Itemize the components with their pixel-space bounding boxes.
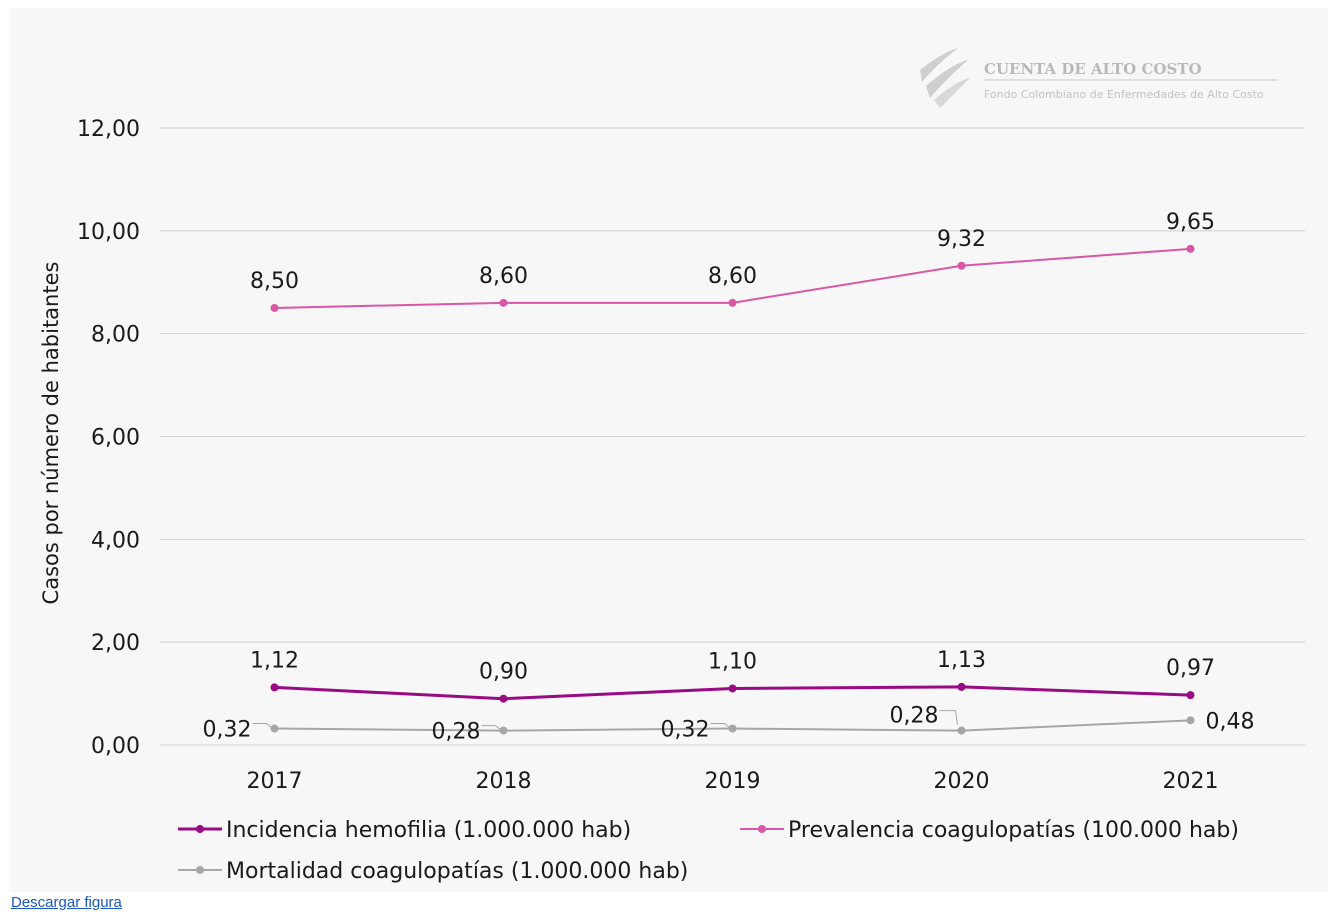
- legend-swatch-marker: [196, 825, 204, 833]
- data-label: 8,60: [479, 264, 528, 289]
- logo-swoosh-icon: [920, 48, 970, 108]
- y-tick-label: 4,00: [91, 528, 140, 553]
- data-point: [270, 303, 279, 312]
- label-leader-line: [939, 710, 958, 725]
- data-point: [957, 682, 966, 691]
- data-label: 0,90: [479, 660, 528, 685]
- y-axis-ticks: 0,00 2,00 4,00 6,00 8,00 10,00 12,00: [77, 117, 140, 759]
- gridlines: [160, 127, 1305, 746]
- data-point: [1186, 716, 1195, 725]
- logo-title: CUENTA DE ALTO COSTO: [984, 60, 1202, 78]
- y-tick-label: 10,00: [77, 220, 140, 245]
- logo-subtitle: Fondo Colombiano de Enfermedades de Alto…: [984, 88, 1264, 101]
- data-label: 8,50: [250, 269, 299, 294]
- data-label: 1,12: [250, 648, 299, 673]
- line-chart: CUENTA DE ALTO COSTO Fondo Colombiano de…: [39, 48, 1305, 884]
- x-tick-label: 2018: [476, 769, 532, 794]
- series-1: 1,12 0,90 1,10 1,13 0,97: [250, 648, 1215, 703]
- legend-item: Prevalencia coagulopatías (100.000 hab): [740, 818, 1239, 843]
- data-point: [270, 683, 279, 692]
- series-3: 0,32 0,28 0,32 0,28 0,48: [203, 704, 1255, 745]
- legend-swatch-marker: [196, 866, 204, 874]
- data-point: [1186, 244, 1195, 253]
- data-label: 9,65: [1166, 210, 1215, 235]
- label-leader-line: [481, 725, 501, 730]
- data-label: 8,60: [708, 264, 757, 289]
- data-point: [728, 298, 737, 307]
- legend-label: Incidencia hemofilia (1.000.000 hab): [226, 818, 631, 843]
- data-point: [499, 726, 508, 735]
- data-label: 0,48: [1206, 709, 1255, 734]
- data-label: 1,10: [708, 649, 757, 674]
- data-point: [1186, 691, 1195, 700]
- data-label: 9,32: [937, 227, 986, 252]
- x-tick-label: 2019: [705, 769, 761, 794]
- legend-label: Mortalidad coagulopatías (1.000.000 hab): [226, 859, 688, 884]
- data-label: 0,97: [1166, 656, 1215, 681]
- y-tick-label: 0,00: [91, 734, 140, 759]
- x-tick-label: 2020: [934, 769, 990, 794]
- y-tick-label: 12,00: [77, 117, 140, 142]
- data-label: 0,32: [661, 718, 710, 743]
- data-point: [957, 726, 966, 735]
- data-label: 0,32: [203, 718, 252, 743]
- legend-item: Incidencia hemofilia (1.000.000 hab): [178, 818, 631, 843]
- legend: Incidencia hemofilia (1.000.000 hab) Prev…: [178, 818, 1239, 884]
- data-point: [728, 724, 737, 733]
- download-figure-link[interactable]: Descargar figura: [11, 894, 122, 911]
- logo: CUENTA DE ALTO COSTO Fondo Colombiano de…: [920, 48, 1278, 108]
- data-point: [499, 694, 508, 703]
- series-2: 8,50 8,60 8,60 9,32 9,65: [250, 210, 1215, 312]
- x-axis-ticks: 2017 2018 2019 2020 2021: [247, 769, 1219, 794]
- label-leader-line: [710, 723, 730, 728]
- data-label: 0,28: [432, 720, 481, 745]
- data-point: [270, 724, 279, 733]
- data-point: [957, 261, 966, 270]
- y-tick-label: 6,00: [91, 426, 140, 451]
- data-label: 1,13: [937, 648, 986, 673]
- legend-label: Prevalencia coagulopatías (100.000 hab): [788, 818, 1239, 843]
- data-point: [728, 684, 737, 693]
- legend-swatch-marker: [758, 825, 766, 833]
- x-tick-label: 2017: [247, 769, 303, 794]
- y-tick-label: 8,00: [91, 323, 140, 348]
- label-leader-line: [252, 723, 272, 728]
- series-layer: 0,32 0,28 0,32 0,28 0,48 1,12 0,90 1,10 1,13 0,97…: [203, 210, 1255, 745]
- data-point: [499, 298, 508, 307]
- data-label: 0,28: [890, 704, 939, 729]
- legend-item: Mortalidad coagulopatías (1.000.000 hab): [178, 859, 688, 884]
- x-tick-label: 2021: [1163, 769, 1219, 794]
- y-tick-label: 2,00: [91, 631, 140, 656]
- y-axis-title: Casos por número de habitantes: [39, 262, 63, 605]
- chart-figure: CUENTA DE ALTO COSTO Fondo Colombiano de…: [10, 8, 1328, 892]
